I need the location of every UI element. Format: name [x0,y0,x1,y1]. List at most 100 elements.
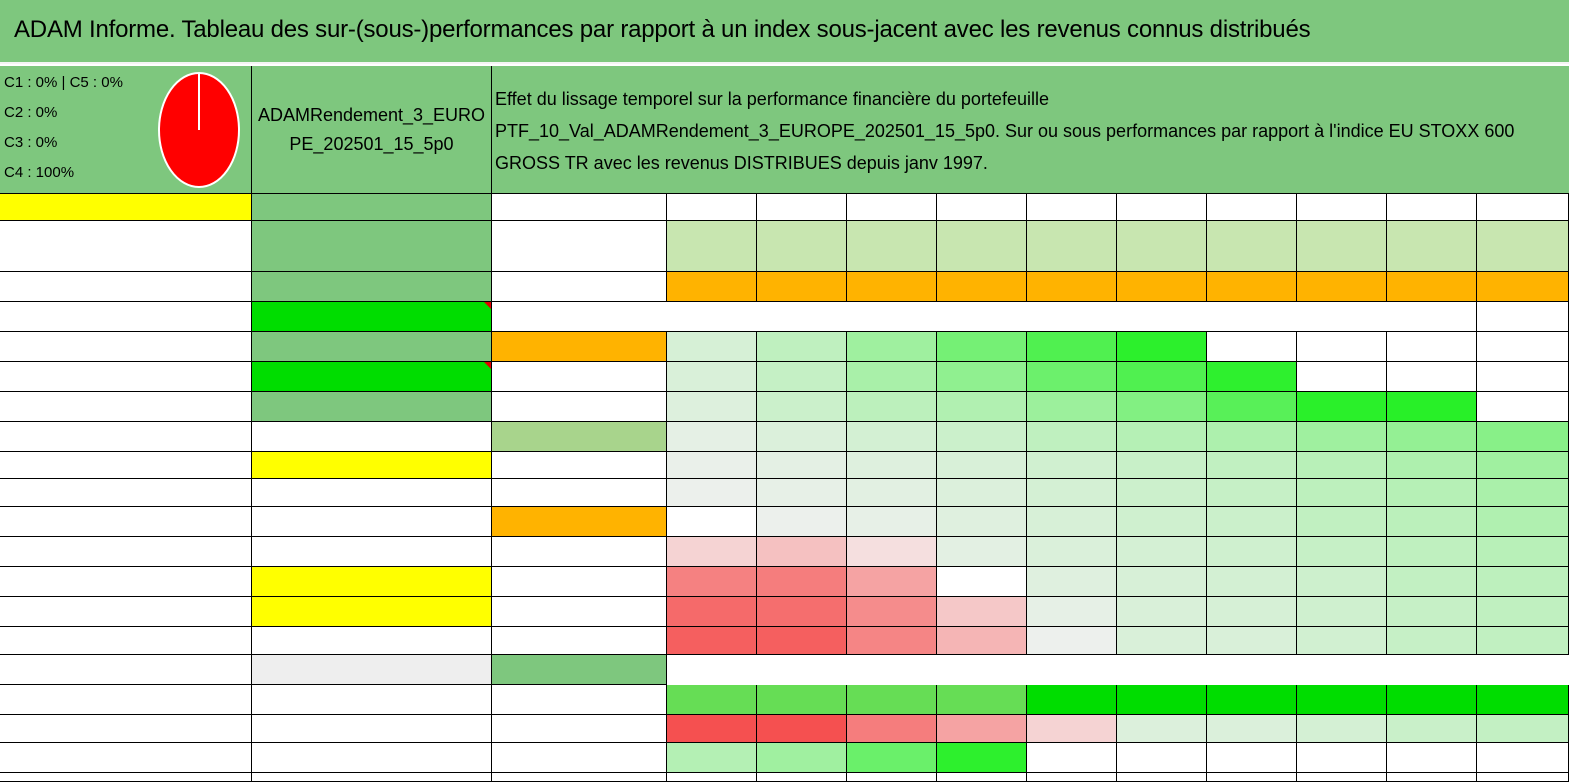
info-cell [252,392,492,422]
portfolio-name-box: ADAMRendement_3_EURO PE_202501_15_5p0 [252,66,492,194]
probability-value [1027,422,1117,452]
volatilite-value [1297,272,1387,302]
minimum-value [1027,715,1117,743]
maximum-value [1387,743,1477,773]
probability-level [492,567,667,597]
portfolio-name-line1: ADAMRendement_3_EURO [257,104,486,125]
region-label [252,194,492,221]
probability-value [847,597,937,627]
probability-value [757,392,847,422]
probability-value [667,507,757,537]
probability-value [937,567,1027,597]
probability-value [757,332,847,362]
probability-value [667,332,757,362]
cell-comment-marker [484,302,491,309]
probability-value [1387,362,1477,392]
probability-value [937,332,1027,362]
probability-value [667,627,757,655]
rendement-label [492,221,667,272]
info-cell [252,272,492,302]
probability-value [1297,362,1387,392]
empty-cell [757,773,847,782]
probability-value [1207,392,1297,422]
report-title-bar: ADAM Informe. Tableau des sur-(sous-)per… [0,0,1569,64]
probability-value [1387,627,1477,655]
probability-value [1297,452,1387,479]
probability-value [1027,507,1117,537]
probability-value [1477,392,1569,422]
minimum-value [1387,715,1477,743]
rendement-value [1207,221,1297,272]
probability-value [1207,567,1297,597]
volatilite-value [667,272,757,302]
holding-row [0,422,252,452]
rendement-value [1027,221,1117,272]
probability-value [1477,479,1569,507]
probability-level [492,597,667,627]
probability-value [1477,537,1569,567]
probability-value [847,507,937,537]
info-cell [252,655,492,685]
probability-value [667,392,757,422]
description-line1: Effet du lissage temporel sur la perform… [495,89,1049,109]
positives-value [1297,685,1387,715]
info-cell [252,685,492,715]
positives-value [1117,685,1207,715]
probability-value [667,452,757,479]
probability-level [492,422,667,452]
probability-value [1117,452,1207,479]
minimum-value [757,715,847,743]
probability-value [757,362,847,392]
probability-value [937,537,1027,567]
probability-value [757,567,847,597]
empty-cell [0,567,252,597]
probability-value [847,567,937,597]
empty-cell [0,685,252,715]
probability-value [667,362,757,392]
probability-value [1117,627,1207,655]
cell-comment-marker [484,362,491,369]
probability-value [1477,452,1569,479]
probability-value [937,392,1027,422]
probability-value [1297,422,1387,452]
volatilite-value [757,272,847,302]
probability-value [1387,452,1477,479]
probability-level [492,452,667,479]
rendement-value [1297,221,1387,272]
probability-value [1387,507,1477,537]
probability-value [667,537,757,567]
info-cell [252,715,492,743]
empty-cell [937,773,1027,782]
year-header [847,194,937,221]
minimum-value [847,715,937,743]
probability-value [1027,392,1117,422]
holding-row [0,272,252,302]
probability-value [757,627,847,655]
info-cell [252,743,492,773]
year-header [1387,194,1477,221]
info-cell [252,567,492,597]
minimum-label [492,715,667,743]
year-header [1297,194,1387,221]
probability-value [847,452,937,479]
probability-value [1387,422,1477,452]
probability-level [492,507,667,537]
description-line3: GROSS TR avec les revenus DISTRIBUES dep… [495,153,988,173]
minimum-value [667,715,757,743]
probability-value [1207,479,1297,507]
probability-value [847,332,937,362]
rendement-value [937,221,1027,272]
allocation-box: C1 : 0% | C5 : 0% C2 : 0% C3 : 0% C4 : 1… [0,66,252,194]
info-cell [252,422,492,452]
probability-value [1027,597,1117,627]
probability-value [1207,362,1297,392]
probability-value [1207,507,1297,537]
probability-value [1117,567,1207,597]
empty-cell [1117,773,1207,782]
probability-value [1027,332,1117,362]
probability-value [1477,507,1569,537]
allocation-line: C1 : 0% | C5 : 0% [4,74,123,91]
positives-value [757,685,847,715]
empty-cell [0,537,252,567]
probability-value [937,479,1027,507]
